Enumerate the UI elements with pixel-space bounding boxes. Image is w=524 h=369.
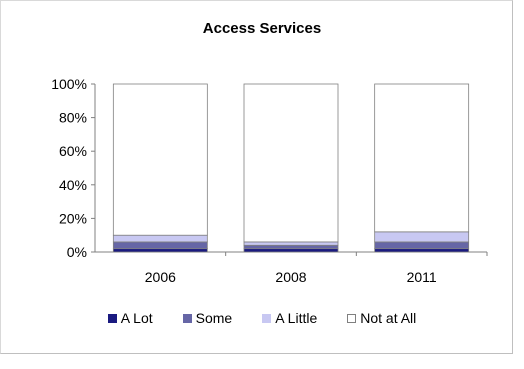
y-tick-label: 40% bbox=[59, 177, 87, 193]
x-category-label: 2008 bbox=[275, 269, 306, 285]
legend-item: A Lot bbox=[107, 310, 153, 326]
bar-segment-not-at-all-2008 bbox=[243, 83, 339, 243]
legend-label: Some bbox=[195, 310, 233, 326]
y-tick-label: 20% bbox=[59, 210, 87, 226]
y-tick-label: 80% bbox=[59, 110, 87, 126]
bar-segment-a-lot-2008 bbox=[243, 248, 339, 253]
bar-segment-not-at-all-2011 bbox=[374, 83, 470, 233]
bar-segment-a-lot-2006 bbox=[112, 248, 208, 253]
legend-item: Not at All bbox=[347, 310, 416, 326]
legend-label: Not at All bbox=[360, 310, 417, 326]
bar-segment-some-2008 bbox=[243, 244, 339, 250]
legend-swatch bbox=[107, 313, 117, 323]
x-category-label: 2006 bbox=[145, 269, 176, 285]
bar-segment-not-at-all-2006 bbox=[112, 83, 208, 236]
y-tick-label: 0% bbox=[67, 244, 87, 260]
legend: A Lot Some A Little Not at All bbox=[0, 310, 524, 326]
legend-label: A Lot bbox=[120, 310, 153, 326]
legend-swatch bbox=[182, 313, 192, 323]
legend-label: A Little bbox=[275, 310, 318, 326]
y-tick-label: 60% bbox=[59, 143, 87, 159]
y-tick-label: 100% bbox=[51, 76, 87, 92]
bar-segment-some-2011 bbox=[374, 241, 470, 250]
chart-frame bbox=[0, 0, 513, 354]
bar-segment-a-little-2006 bbox=[112, 234, 208, 243]
bar-segment-a-little-2008 bbox=[243, 241, 339, 246]
x-category-label: 2011 bbox=[407, 269, 437, 285]
bar-segment-some-2006 bbox=[112, 241, 208, 250]
bar-segment-a-lot-2011 bbox=[374, 248, 470, 253]
chart-title: Access Services bbox=[202, 20, 322, 37]
legend-item: A Little bbox=[262, 310, 317, 326]
bar-segment-a-little-2011 bbox=[374, 231, 470, 243]
legend-item: Some bbox=[182, 310, 233, 326]
legend-swatch bbox=[262, 313, 272, 323]
legend-swatch bbox=[347, 313, 357, 323]
